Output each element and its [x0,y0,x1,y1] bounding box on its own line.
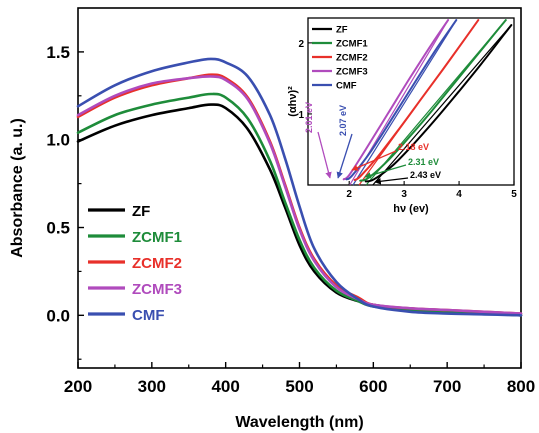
inset-x-tick-label: 3 [401,189,407,200]
inset-plot: 2 3 4 5 1 2 hν (ev) (αhν)² ZF ZCMF1 ZCMF2 ZCMF3 CMF 2… [287,17,517,215]
main-legend: ZF ZCMF1 ZCMF2 ZCMF3 CMF [88,203,182,324]
inset-series-zf [364,24,513,183]
inset-y-tick-label: 1 [298,110,304,121]
y-tick-label: 1.5 [46,43,70,62]
x-tick-label: 200 [64,377,92,396]
y-tick-label: 1.0 [46,131,70,150]
series-line-cmf [76,57,523,317]
inset-legend-label-cmf: CMF [336,81,357,92]
inset-series-cmf [345,19,458,181]
x-tick-label: 600 [359,377,387,396]
legend-label-zcmf1: ZCMF1 [132,229,182,246]
annotation-label-2-07-ev: 2.07 eV [338,105,348,136]
inset-y-axis-title: (αhν)² [287,86,299,117]
x-tick-label: 800 [507,377,535,396]
inset-x-axis-title: hν (ev) [393,203,429,215]
x-tick-label: 700 [433,377,461,396]
inset-frame [307,17,515,186]
legend-label-cmf: CMF [132,307,165,324]
series-line-zcmf3 [76,75,523,315]
annotation-arrow-2-01-ev [317,131,332,179]
annotation-arrow-2-18-ev [351,150,397,171]
x-tick-label: 300 [138,377,166,396]
annotation-label-2-18-ev: 2.18 eV [398,142,429,152]
inset-x-tick-label: 2 [346,189,352,200]
main-plot: 200 300 400 500 600 700 800 0.0 0.5 1.0 1.5 Wavelen… [9,7,535,431]
annotation-arrow-2-31-ev [364,164,407,179]
x-tick-label: 400 [211,377,239,396]
y-tick-label: 0.0 [46,306,70,325]
annotation-label-2-31-ev: 2.31 eV [408,157,439,167]
inset-series-zcmf3 [342,19,450,181]
inset-legend-label-zcmf3: ZCMF3 [336,67,368,78]
inset-y-tick-label: 2 [298,39,304,50]
x-axis-title: Wavelength (nm) [235,414,363,431]
annotation-arrow-2-07-ev [336,133,353,179]
x-tick-label: 500 [285,377,313,396]
inset-tangent-cmf [352,19,457,186]
inset-legend-label-zcmf2: ZCMF2 [336,53,368,64]
annotation-label-2-01-ev: 2.01 eV [304,102,314,133]
inset-x-tick-label: 4 [456,189,462,200]
series-line-zcmf1 [76,92,523,317]
inset-x-tick-label: 5 [511,189,517,200]
legend-label-zcmf2: ZCMF2 [132,255,182,272]
legend-label-zcmf3: ZCMF3 [132,281,182,298]
inset-legend-label-zcmf1: ZCMF1 [336,39,368,50]
annotation-arrow-2-43-ev [374,177,409,185]
y-tick-label: 0.5 [46,219,70,238]
inset-tangent-zf [372,24,512,186]
y-axis-title: Absorbance (a. u.) [9,118,26,258]
annotation-label-2-43-ev: 2.43 eV [410,170,441,180]
legend-label-zf: ZF [132,203,150,220]
inset-legend-label-zf: ZF [336,25,348,36]
inset-series-zcmf2 [353,19,480,181]
